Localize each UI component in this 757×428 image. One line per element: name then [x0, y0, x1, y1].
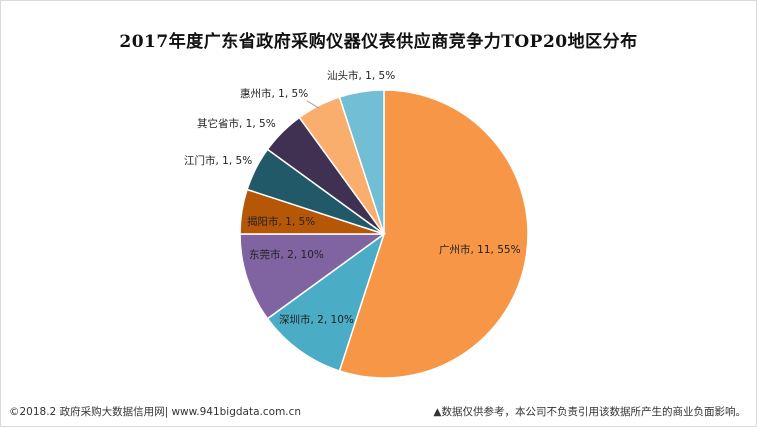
pie-slice-0	[338, 89, 529, 379]
footer-disclaimer: ▲数据仅供参考，本公司不负责引用该数据所产生的商业负面影响。	[433, 406, 746, 418]
pie-slice-1	[266, 232, 386, 372]
data-label-4: 江门市, 1, 5%	[184, 154, 252, 167]
data-label-2: 东莞市, 2, 10%	[249, 248, 324, 261]
data-label-1: 深圳市, 2, 10%	[279, 313, 354, 326]
pie-slice-2	[239, 233, 387, 320]
chart-title: 2017年度广东省政府采购仪器仪表供应商竞争力TOP20地区分布	[119, 32, 638, 52]
leader-line-6	[306, 100, 320, 109]
footer-copyright: ©2018.2 政府采购大数据信用网| www.941bigdata.com.c…	[9, 406, 302, 418]
data-label-3: 揭阳市, 1, 5%	[247, 215, 315, 228]
data-label-6: 惠州市, 1, 5%	[240, 87, 308, 100]
data-label-5: 其它省市, 1, 5%	[197, 117, 276, 130]
data-label-7: 汕头市, 1, 5%	[327, 69, 395, 82]
pie-slice-7	[338, 89, 385, 235]
data-label-0: 广州市, 11, 55%	[439, 243, 521, 256]
